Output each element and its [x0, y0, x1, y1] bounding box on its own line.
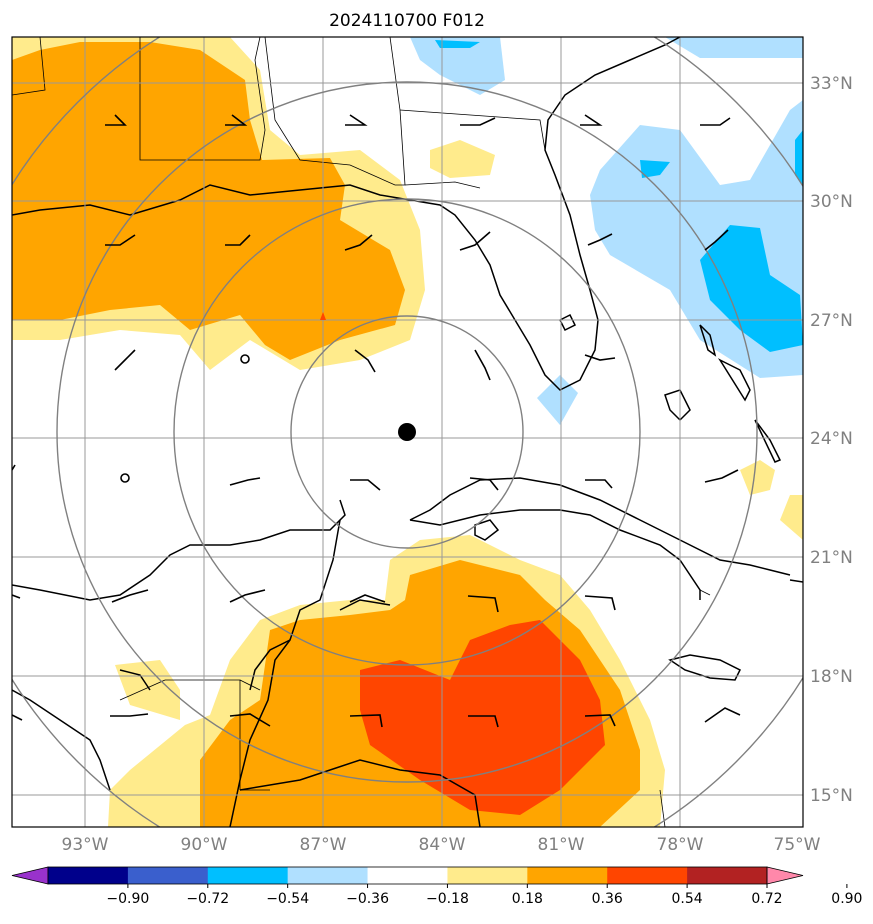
lat-label: 18°N	[810, 667, 853, 687]
colorbar-segment	[207, 867, 289, 884]
lat-label: 15°N	[810, 786, 853, 806]
colorbar: −0.90 −0.72 −0.54 −0.36 −0.18 0.18 0.36 0.54 0.7…	[11, 866, 862, 907]
figure-title: 2024110700 F012	[329, 11, 485, 31]
wind-barb	[700, 117, 731, 126]
colorbar-tick-label: 0.72	[751, 891, 782, 907]
wind-barb	[468, 715, 499, 728]
wind-barb	[344, 234, 373, 251]
colorbar-segment	[527, 867, 608, 884]
colorbar-segment	[447, 867, 528, 884]
wind-barb	[587, 233, 613, 246]
lon-label: 81°W	[538, 835, 585, 855]
positive-anomaly-patch	[430, 140, 495, 178]
wind-barb	[229, 713, 271, 727]
colorbar-segment	[48, 867, 129, 884]
wind-barbs	[12, 114, 741, 728]
colorbar-segment	[287, 867, 369, 884]
wind-barb	[110, 713, 149, 717]
colorbar-outline	[47, 866, 768, 885]
wind-barb	[704, 229, 729, 251]
lon-label: 90°W	[181, 835, 228, 855]
wind-barb	[584, 595, 616, 611]
colorbar-segment	[367, 867, 448, 884]
colorbar-extend-low	[11, 866, 49, 885]
wind-barb	[349, 714, 383, 728]
coastlines	[12, 37, 803, 827]
colorbar-segment	[127, 867, 209, 884]
wind-barb	[12, 594, 21, 599]
range-rings	[12, 37, 803, 827]
wind-barb	[585, 479, 613, 489]
colorbar-tick-label: −0.36	[346, 891, 389, 907]
wind-barb	[474, 349, 491, 381]
lat-label: 30°N	[810, 192, 853, 212]
map-panel	[12, 37, 803, 827]
wind-barb	[459, 231, 491, 251]
wind-barb	[349, 594, 386, 603]
colorbar-tick-label: −0.90	[106, 891, 149, 907]
wind-barb	[225, 114, 248, 126]
latitude-labels: 33°N 30°N 27°N 24°N 21°N 18°N 15°N	[810, 74, 853, 806]
wind-barb	[114, 349, 136, 371]
colorbar-tick-label: −0.18	[426, 891, 469, 907]
storm-center-dot	[398, 423, 416, 441]
colorbar-tick-label: −0.72	[186, 891, 229, 907]
wind-barb	[704, 469, 739, 483]
colorbar-segment	[687, 867, 768, 884]
colorbar-tick-label: −0.54	[266, 891, 309, 907]
colorbar-tick-label: 0.36	[592, 891, 623, 907]
colorbar-tick-label: 0.90	[831, 891, 862, 907]
wind-barb	[584, 354, 616, 361]
wind-barb	[350, 479, 381, 491]
lon-label: 87°W	[300, 835, 347, 855]
lat-label: 24°N	[810, 429, 853, 449]
lon-label: 78°W	[657, 835, 704, 855]
lat-label: 27°N	[810, 311, 853, 331]
lat-lon-grid	[12, 37, 803, 827]
wind-barb	[584, 714, 616, 727]
colorbar-segment	[607, 867, 688, 884]
small-marker	[320, 312, 326, 320]
wind-barb	[460, 117, 496, 126]
wind-barb	[229, 589, 266, 603]
lon-label: 84°W	[419, 835, 466, 855]
wind-barb	[105, 114, 127, 126]
wind-barb	[12, 714, 23, 721]
wind-barb	[354, 349, 376, 373]
colorbar-tick-label: 0.18	[512, 891, 543, 907]
colorbar-extend-high	[766, 866, 804, 885]
wind-barb	[229, 477, 261, 486]
map-frame	[11, 36, 804, 828]
political-borders	[12, 37, 711, 827]
wind-barb	[225, 234, 251, 246]
lat-label: 21°N	[810, 548, 853, 568]
colorbar-tick-label: 0.54	[672, 891, 703, 907]
negative-anomaly-region-east	[410, 37, 803, 425]
wind-barb	[469, 477, 499, 491]
lon-label: 75°W	[774, 835, 821, 855]
longitude-labels: 93°W 90°W 87°W 84°W 81°W 78°W 75°W	[62, 835, 821, 855]
wind-barb	[467, 595, 499, 613]
calm-wind-markers	[120, 354, 250, 483]
wind-barb	[105, 234, 136, 246]
wind-barb	[580, 114, 603, 126]
wind-barb	[111, 589, 149, 603]
lat-label: 33°N	[810, 74, 853, 94]
lon-label: 93°W	[62, 835, 109, 855]
wind-barb	[345, 114, 368, 126]
wind-barb	[704, 707, 741, 723]
